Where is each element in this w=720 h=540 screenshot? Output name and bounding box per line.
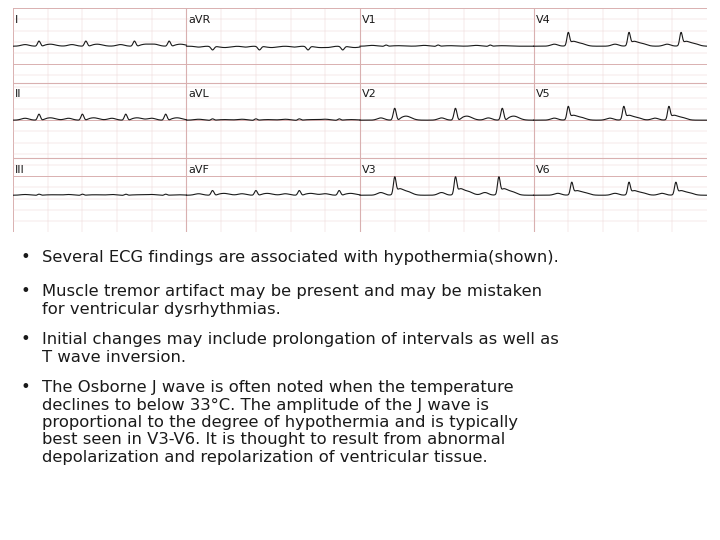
Text: V3: V3 bbox=[362, 165, 377, 175]
Text: V5: V5 bbox=[536, 89, 550, 99]
Text: aVF: aVF bbox=[189, 165, 210, 175]
Text: V2: V2 bbox=[362, 89, 377, 99]
Text: •: • bbox=[20, 332, 30, 347]
Text: Muscle tremor artifact may be present and may be mistaken
for ventricular dysrhy: Muscle tremor artifact may be present an… bbox=[42, 284, 541, 316]
Text: •: • bbox=[20, 284, 30, 299]
Text: I: I bbox=[15, 15, 18, 25]
Text: •: • bbox=[20, 380, 30, 395]
Text: Several ECG findings are associated with hypothermia(shown).: Several ECG findings are associated with… bbox=[42, 250, 559, 265]
Text: •: • bbox=[20, 250, 30, 265]
Text: III: III bbox=[15, 165, 24, 175]
Text: Initial changes may include prolongation of intervals as well as
T wave inversio: Initial changes may include prolongation… bbox=[42, 332, 559, 365]
Text: II: II bbox=[15, 89, 22, 99]
Text: V6: V6 bbox=[536, 165, 550, 175]
Text: V1: V1 bbox=[362, 15, 377, 25]
Text: aVR: aVR bbox=[189, 15, 211, 25]
Text: The Osborne J wave is often noted when the temperature
declines to below 33°C. T: The Osborne J wave is often noted when t… bbox=[42, 380, 518, 465]
Text: aVL: aVL bbox=[189, 89, 210, 99]
Text: V4: V4 bbox=[536, 15, 550, 25]
